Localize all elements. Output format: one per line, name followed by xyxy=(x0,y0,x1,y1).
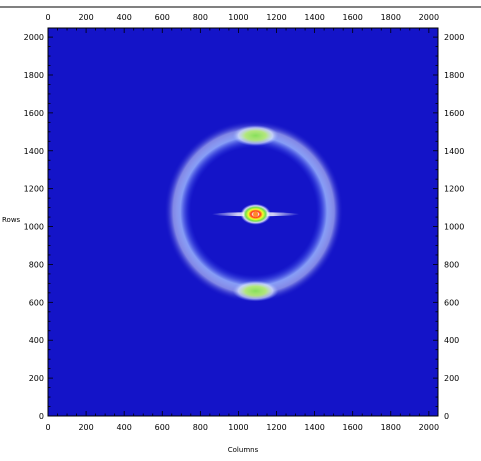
x-tick-label-top: 1400 xyxy=(304,13,324,22)
y-axis-title: Rows xyxy=(2,216,21,224)
x-tick-label-top: 1000 xyxy=(228,13,248,22)
y-tick-label-right: 1400 xyxy=(444,147,464,156)
beam-center-marker xyxy=(253,211,259,218)
lower-lobe xyxy=(232,280,279,302)
x-tick-label-bottom: 1600 xyxy=(343,423,363,432)
y-tick-label-left: 1800 xyxy=(24,71,44,80)
x-tick-label-top: 2000 xyxy=(419,13,439,22)
axis-tick-labels: 0020020040040060060080080010001000120012… xyxy=(24,13,465,432)
y-tick-label-right: 1600 xyxy=(444,109,464,118)
y-tick-label-right: 0 xyxy=(444,412,449,421)
x-tick-label-bottom: 0 xyxy=(45,423,50,432)
y-tick-label-right: 400 xyxy=(444,336,459,345)
y-tick-label-left: 200 xyxy=(29,374,44,383)
upper-lobe xyxy=(232,125,279,147)
y-tick-label-left: 1600 xyxy=(24,109,44,118)
y-tick-label-right: 600 xyxy=(444,298,459,307)
x-tick-label-top: 800 xyxy=(193,13,208,22)
x-tick-label-top: 1600 xyxy=(343,13,363,22)
y-tick-label-right: 1000 xyxy=(444,223,464,232)
y-tick-label-left: 0 xyxy=(39,412,44,421)
x-tick-label-bottom: 2000 xyxy=(419,423,439,432)
y-tick-label-left: 600 xyxy=(29,298,44,307)
x-tick-label-bottom: 1200 xyxy=(266,423,286,432)
y-tick-label-left: 2000 xyxy=(24,33,44,42)
y-tick-label-right: 2000 xyxy=(444,33,464,42)
x-tick-label-top: 1200 xyxy=(266,13,286,22)
y-tick-label-right: 800 xyxy=(444,260,459,269)
x-tick-label-bottom: 400 xyxy=(117,423,132,432)
x-tick-label-top: 400 xyxy=(117,13,132,22)
y-tick-label-left: 800 xyxy=(29,260,44,269)
x-tick-label-bottom: 600 xyxy=(155,423,170,432)
y-tick-label-right: 1200 xyxy=(444,185,464,194)
axis-ticks xyxy=(47,28,438,417)
y-tick-label-left: 1400 xyxy=(24,147,44,156)
plot-frame xyxy=(47,27,439,417)
y-tick-label-left: 400 xyxy=(29,336,44,345)
x-tick-label-bottom: 200 xyxy=(78,423,93,432)
x-tick-label-bottom: 1400 xyxy=(304,423,324,432)
x-tick-label-top: 0 xyxy=(45,13,50,22)
x-axis-title: Columns xyxy=(228,446,259,454)
x-tick-label-top: 200 xyxy=(78,13,93,22)
x-tick-label-top: 600 xyxy=(155,13,170,22)
x-tick-label-bottom: 1800 xyxy=(381,423,401,432)
y-tick-label-right: 1800 xyxy=(444,71,464,80)
y-tick-label-right: 200 xyxy=(444,374,459,383)
x-tick-label-top: 1800 xyxy=(381,13,401,22)
y-tick-label-left: 1200 xyxy=(24,185,44,194)
y-tick-label-left: 1000 xyxy=(24,223,44,232)
x-tick-label-bottom: 1000 xyxy=(228,423,248,432)
x-tick-label-bottom: 800 xyxy=(193,423,208,432)
plot-area xyxy=(48,28,438,416)
